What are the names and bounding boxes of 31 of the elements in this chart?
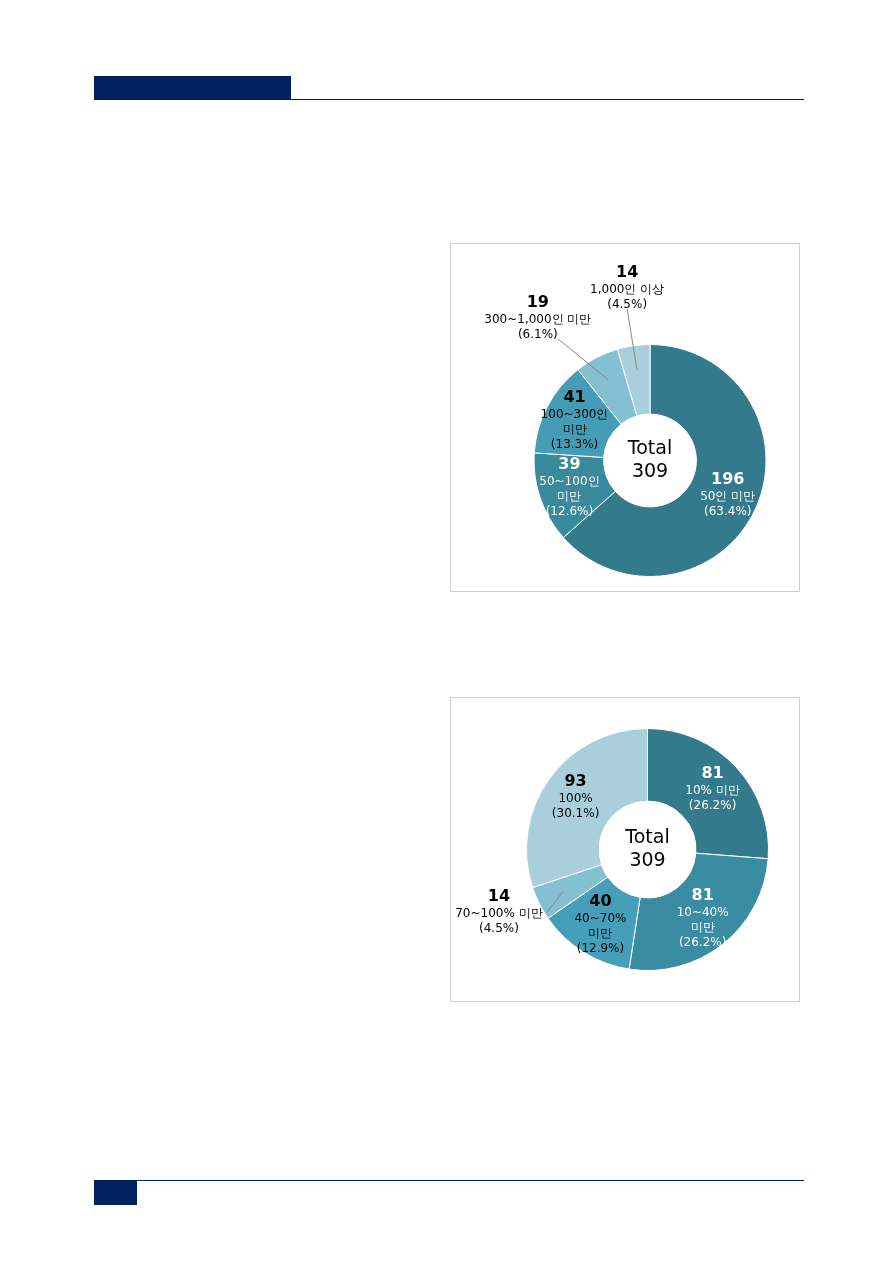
text: Total 309 [626,435,673,481]
data-label: 81 [701,762,724,782]
data-label: 14 [487,886,511,906]
slice-label: 50인 미만 [700,489,756,504]
slice-label: 40~70% 미만 [574,910,627,940]
text: (13.3%) [550,437,599,452]
data-label: 39 [558,454,581,474]
text: (12.6%) [545,504,594,519]
text: (12.9%) [576,940,625,955]
text: (4.5%) [607,297,648,312]
slice-label: 300~1,000인 미만 [484,311,592,326]
text: (26.2%) [688,797,737,812]
data-label: 40 [589,890,612,910]
text: (4.5%) [479,921,519,936]
data-label: 14 [616,262,639,282]
slice-label: 10~40% 미만 [676,905,729,935]
data-label: 81 [691,885,714,905]
text: Total 309 [624,824,670,870]
slice-label: 70~100% 미만 [455,906,543,921]
data-label: 41 [563,387,586,407]
text: (6.1%) [517,326,558,341]
text: (30.1%) [551,806,600,821]
data-label: 19 [526,292,549,312]
data-label: 93 [564,771,587,791]
slice-label: 100% [558,791,593,806]
slice-label: 50~100인 미만 [539,474,600,504]
slice-label: 1,000인 이상 [590,282,665,297]
slice-label: 10% 미만 [685,782,740,797]
text: (26.2%) [678,935,727,950]
text: (63.4%) [703,504,752,519]
data-label: 196 [711,469,745,489]
